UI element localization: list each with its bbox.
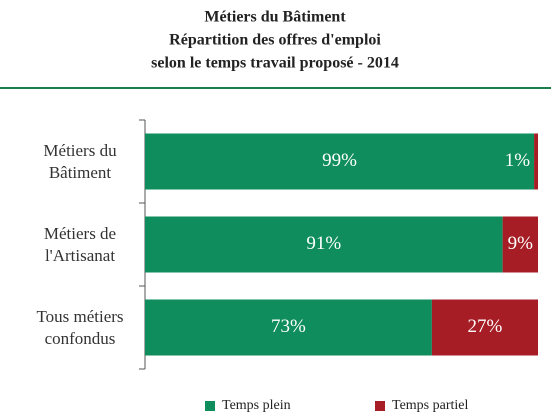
value-label: 73% [271,316,306,337]
bar-segment [145,216,503,273]
value-label: 1% [505,150,531,171]
y-tick-label: Métiers du Bâtiment [43,140,117,182]
bar-segment [145,133,535,190]
bar-segment [145,299,432,356]
legend-label: Temps partiel [392,398,468,413]
value-label: 9% [508,233,534,254]
y-tick-label: Tous métiers confondus [36,306,124,348]
legend-swatch [375,401,385,411]
legend-swatch [205,401,215,411]
value-label: 27% [468,316,503,337]
bar-segment [502,216,538,273]
chart-title: Métiers du Bâtiment [204,9,346,26]
legend-label: Temps plein [222,398,291,413]
bar-segment [534,133,538,190]
bar-segment [431,299,538,356]
y-tick-label: Métiers de l'Artisanat [43,223,117,265]
value-label: 91% [306,233,341,254]
value-label: 99% [322,150,357,171]
chart-title: Répartition des offres d'emploi [169,32,381,49]
chart-title: selon le temps travail proposé - 2014 [151,55,399,72]
